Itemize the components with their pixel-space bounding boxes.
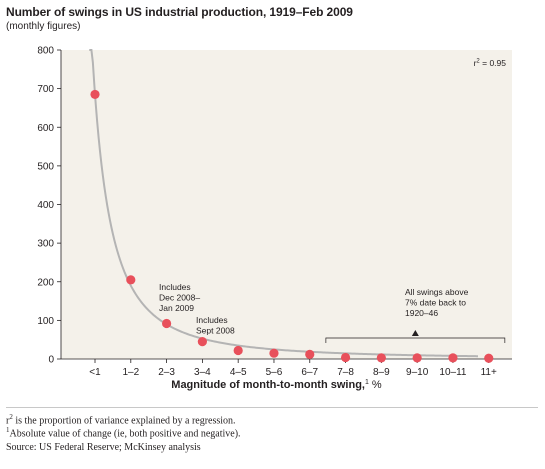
annotation-dec2008-line: Includes [159, 282, 191, 292]
y-tick-label: 0 [48, 355, 54, 366]
annotation-sept2008-line: Includes [196, 315, 228, 325]
data-point [305, 349, 315, 359]
annotation-above7-line: All swings above [405, 287, 469, 297]
data-points [90, 89, 494, 363]
annotation-dec2008-line: Dec 2008– [159, 293, 200, 303]
y-tick-label: 700 [37, 84, 54, 95]
x-tick-label: 6–7 [301, 367, 318, 378]
footnote-absolute-value: 1Absolute value of change (ie, both posi… [6, 426, 241, 440]
data-point [376, 353, 386, 363]
data-point [340, 352, 351, 363]
x-tick-label: 3–4 [194, 367, 211, 378]
y-tick-label: 100 [37, 316, 54, 327]
data-point [448, 353, 458, 363]
data-point [484, 353, 494, 363]
data-point [90, 89, 100, 100]
trend-curve [89, 49, 479, 358]
chart-subtitle: (monthly figures) [6, 21, 81, 32]
annotation-above7-line: 7% date back to [405, 298, 466, 308]
x-tick-label: 11+ [481, 367, 497, 378]
y-tick-label: 300 [37, 239, 54, 250]
x-tick-label: 4–5 [230, 367, 247, 378]
r-squared-label: r2 = 0.95 [474, 58, 507, 68]
plot-area [61, 50, 512, 359]
data-point [269, 348, 279, 358]
x-tick-label: 1–2 [122, 367, 139, 378]
y-tick-label: 800 [37, 46, 54, 57]
footnote-r2: r2 is the proportion of variance explain… [6, 413, 236, 427]
data-point [161, 318, 172, 329]
chart-title: Number of swings in US industrial produc… [6, 5, 353, 19]
x-tick-label: <1 [89, 367, 101, 378]
bracket-arrow-icon [411, 330, 419, 336]
x-tick-label: 2–3 [158, 367, 175, 378]
data-point [233, 345, 243, 356]
y-tick-label: 400 [37, 200, 54, 211]
y-tick-label: 600 [37, 123, 54, 134]
x-tick-label: 8–9 [373, 367, 390, 378]
x-tick-label: 10–11 [439, 367, 467, 378]
swing-chart: 0 100 200 300 400 500 600 700 800 <1 1–2 2–3 3–4 4–5… [37, 46, 512, 391]
x-axis: <1 1–2 2–3 3–4 4–5 5–6 6–7 7–8 8–9 9–10 10–11 11+ [61, 358, 512, 378]
y-axis: 0 100 200 300 400 500 600 700 800 [37, 46, 62, 366]
data-point [412, 353, 422, 363]
annotation-sept2008-line: Sept 2008 [196, 326, 235, 336]
x-tick-label: 7–8 [337, 367, 354, 378]
data-point [126, 275, 136, 285]
y-tick-label: 500 [37, 161, 54, 172]
data-point [197, 337, 207, 347]
bracket [325, 337, 506, 343]
source-note: Source: US Federal Reserve; McKinsey ana… [6, 442, 201, 453]
footer-divider [6, 407, 538, 408]
annotation-dec2008-line: Jan 2009 [159, 303, 194, 313]
y-tick-label: 200 [37, 277, 54, 288]
x-axis-title: Magnitude of month-to-month swing,1 % [171, 379, 382, 391]
x-tick-label: 5–6 [266, 367, 283, 378]
x-tick-label: 9–10 [406, 367, 429, 378]
annotation-above7-line: 1920–46 [405, 308, 438, 318]
